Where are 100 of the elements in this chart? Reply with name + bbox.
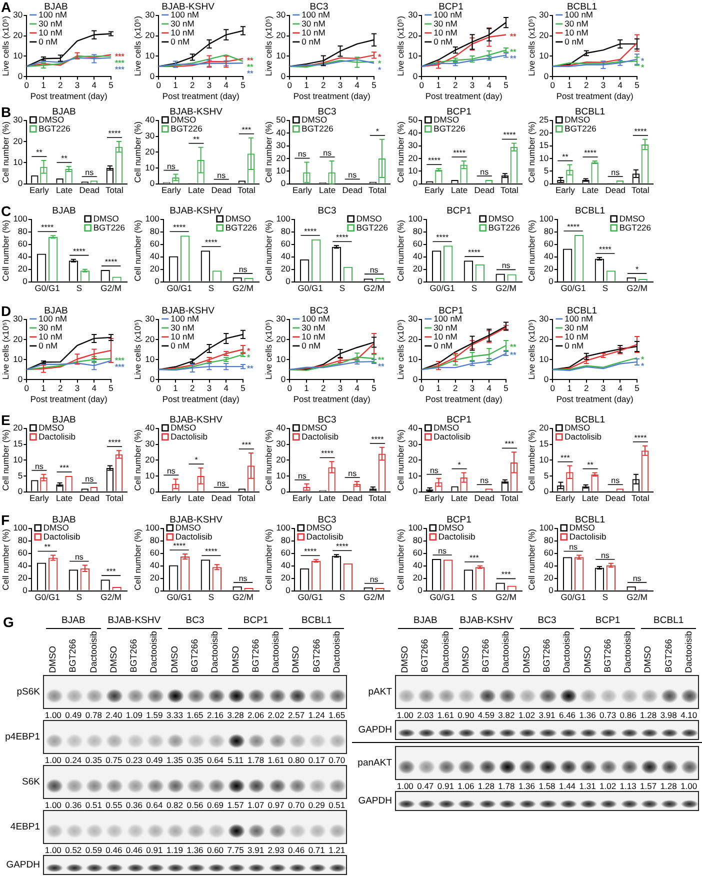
annotation: ns	[348, 468, 357, 478]
y-tick-label: 20	[544, 264, 554, 274]
x-tick-label: G0/G1	[298, 592, 324, 602]
y-tick-label: 20	[280, 572, 291, 583]
data-label: 1.02	[600, 780, 616, 790]
data-label: 1.78	[248, 754, 264, 764]
y-tick-label: 30	[276, 314, 286, 324]
x-tick-label: 3	[206, 80, 212, 90]
y-tick-label: 20	[276, 30, 286, 40]
y-tick-label: 30	[408, 438, 418, 449]
y-tick-label: 100	[144, 522, 160, 533]
chart-title: BJAB-KSHV	[161, 1, 215, 12]
x-tick-label: Early	[30, 185, 50, 196]
y-tick-label: 40	[149, 560, 160, 570]
y-axis-title: Cell number (%)	[132, 429, 142, 491]
x-tick-label: 2	[584, 383, 590, 394]
legend-label: GAPDH	[358, 795, 392, 806]
y-axis-title: Live cells (x10⁵)	[132, 16, 142, 76]
y-tick-label: 10	[539, 50, 549, 61]
chart-title: BJAB	[44, 1, 68, 12]
y-tick-label: 50	[408, 114, 418, 125]
y-tick-label: 10	[276, 50, 286, 61]
annotation: **	[36, 148, 42, 158]
legend-label: GAPDH	[6, 859, 40, 870]
chart-title: BCP1	[446, 414, 471, 426]
data-label: 0.70	[288, 800, 305, 810]
x-tick-label: 1	[41, 80, 46, 90]
y-tick-label: 0	[280, 486, 286, 496]
chart-title: BC3	[318, 205, 336, 216]
y-tick-label: 80	[280, 535, 291, 546]
x-tick-label: Late	[450, 493, 468, 504]
y-axis-title: Cell number (%)	[263, 220, 274, 282]
x-tick-label: Late	[56, 493, 73, 504]
chart-title: BC3	[318, 414, 336, 426]
y-tick-label: 40	[412, 560, 422, 570]
data-label: 3.28	[227, 710, 244, 720]
annotation: ****	[321, 449, 334, 458]
y-tick-label: 10	[144, 162, 154, 172]
legend-label: 0 nM	[170, 340, 190, 351]
y-tick-label: 40	[544, 251, 554, 262]
chart-title: BC3	[310, 1, 328, 12]
data-label: 0.78	[85, 710, 102, 720]
annotation: ****	[598, 244, 612, 254]
data-label: *	[246, 353, 250, 362]
x-tick-label: Late	[56, 185, 73, 196]
legend-label: 10 nM	[564, 332, 588, 342]
y-tick-label: 30	[408, 140, 418, 150]
legend-label: DMSO	[564, 114, 591, 125]
y-tick-label: 30	[144, 438, 154, 449]
x-tick-label: S	[339, 283, 346, 294]
y-tick-label: 80	[412, 535, 422, 546]
x-tick-label: 1	[304, 80, 310, 90]
x-tick-label: 1	[172, 80, 178, 90]
legend-label: DMSO	[302, 114, 328, 125]
y-axis-title: Cell number (%)	[263, 121, 274, 183]
text: BCBL1	[289, 615, 344, 628]
annotation: ***	[241, 125, 251, 134]
legend-label: 30 nM	[170, 18, 194, 29]
annotation: **	[587, 460, 594, 470]
y-tick-label: 20	[276, 334, 286, 344]
x-tick-label: G0/G1	[34, 592, 60, 602]
y-tick-label: 60	[412, 238, 422, 249]
x-tick-label: G2/M	[232, 592, 253, 602]
annotation: ns	[85, 474, 94, 484]
x-tick-label: Early	[161, 493, 182, 504]
y-tick-label: 20	[276, 152, 286, 163]
data-label: 0.49	[146, 754, 163, 764]
annotation: ns	[611, 168, 620, 178]
category-label: DMSO	[108, 646, 118, 673]
data-label: 1.07	[248, 800, 264, 810]
data-label: 1.59	[146, 710, 163, 720]
legend-label: DMSO	[302, 422, 328, 433]
y-tick-label: 10	[144, 354, 154, 364]
legend-label: DMSO	[356, 214, 382, 224]
y-tick-label: 0	[548, 585, 554, 596]
annotation: ****	[336, 542, 348, 552]
y-axis-title: Live cells (x10⁵)	[394, 16, 405, 76]
data-label: 2.16	[206, 710, 224, 720]
legend-label: 100 nM	[38, 314, 68, 324]
data-label: 1.00	[396, 710, 414, 720]
x-tick-label: 5	[240, 80, 246, 90]
legend-label: 30 nM	[433, 18, 457, 29]
legend-label: 100 nM	[170, 314, 199, 324]
chart-title: BCBL1	[566, 305, 598, 316]
y-tick-label: 0	[22, 585, 28, 596]
y-tick-label: 100	[539, 214, 554, 224]
category-label: BGT266	[542, 639, 552, 673]
x-tick-label: 4	[486, 80, 492, 90]
x-tick-label: G2/M	[626, 283, 648, 294]
annotation: ns	[429, 466, 438, 475]
legend-label: DMSO	[174, 522, 201, 533]
data-label: 2.06	[248, 710, 264, 720]
data-label: *	[378, 65, 382, 74]
category-label: DMSO	[521, 646, 532, 673]
y-tick-label: 80	[412, 226, 422, 236]
y-tick-label: 0	[548, 276, 554, 286]
x-tick-label: 4	[354, 80, 360, 90]
legend-label: 100 nM	[302, 314, 330, 324]
y-tick-label: 100	[276, 214, 291, 224]
y-tick-label: 10	[408, 50, 418, 61]
